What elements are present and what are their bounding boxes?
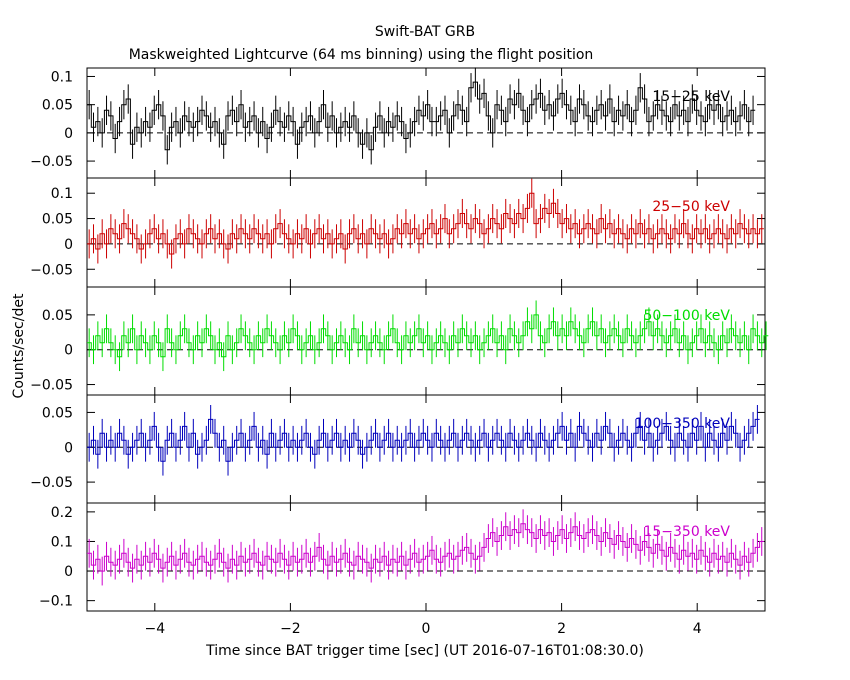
panel-4: −0.1 0 0.1 0.2 15−350 keV: [39, 502, 766, 612]
y-tick-label: −0.05: [30, 262, 73, 278]
panel-2: −0.05 0 0.05 50−100 keV: [30, 286, 769, 396]
energy-band-label: 100−350 keV: [635, 416, 731, 432]
x-tick-label: −2: [280, 621, 301, 637]
y-tick-label: 0.05: [42, 212, 73, 228]
energy-band-label: 50−100 keV: [643, 308, 730, 324]
panel-1: −0.05 0 0.05 0.1 25−50 keV: [30, 177, 766, 288]
data-step-line: [87, 314, 769, 358]
x-tick-label: −4: [144, 621, 165, 637]
data-step-line: [87, 81, 756, 151]
data-step-line: [87, 523, 764, 572]
x-tick-label: 2: [557, 621, 566, 637]
data-step-line: [87, 192, 764, 255]
panel-3: −0.05 0 0.05 100−350 keV: [30, 394, 766, 504]
y-tick-label: 0: [64, 126, 73, 142]
y-tick-label: 0.05: [42, 405, 73, 421]
energy-band-label: 25−50 keV: [652, 199, 730, 215]
energy-band-label: 15−350 keV: [643, 524, 730, 540]
y-tick-label: 0: [64, 237, 73, 253]
panel-0: −0.05 0 0.05 0.1 15−25 keV: [30, 67, 766, 179]
y-tick-label: 0: [64, 564, 73, 580]
y-axis-label: Counts/sec/det: [11, 293, 27, 398]
y-tick-label: −0.05: [30, 154, 73, 170]
panels-group: −0.05 0 0.05 0.1 15−25 keV −0.05 0 0.05 0.1 25−50…: [30, 67, 769, 637]
x-tick-label: 0: [422, 621, 431, 637]
y-tick-label: 0.05: [42, 98, 73, 114]
y-tick-label: 0.2: [51, 505, 73, 521]
y-tick-label: 0.05: [42, 308, 73, 324]
y-tick-label: −0.1: [39, 594, 73, 610]
y-tick-label: 0.1: [51, 534, 73, 550]
x-tick-label: 4: [693, 621, 702, 637]
energy-band-label: 15−25 keV: [652, 89, 730, 105]
x-axis-label: Time since BAT trigger time [sec] (UT 20…: [205, 643, 644, 659]
y-tick-label: 0.1: [51, 69, 73, 85]
y-tick-label: −0.05: [30, 378, 73, 394]
chart-title: Swift-BAT GRB: [375, 24, 475, 40]
y-tick-label: 0: [64, 343, 73, 359]
chart-subtitle: Maskweighted Lightcurve (64 ms binning) …: [129, 47, 594, 63]
y-tick-label: 0.1: [51, 186, 73, 202]
data-step-line: [87, 418, 760, 462]
y-tick-label: 0: [64, 440, 73, 456]
y-tick-label: −0.05: [30, 475, 73, 491]
